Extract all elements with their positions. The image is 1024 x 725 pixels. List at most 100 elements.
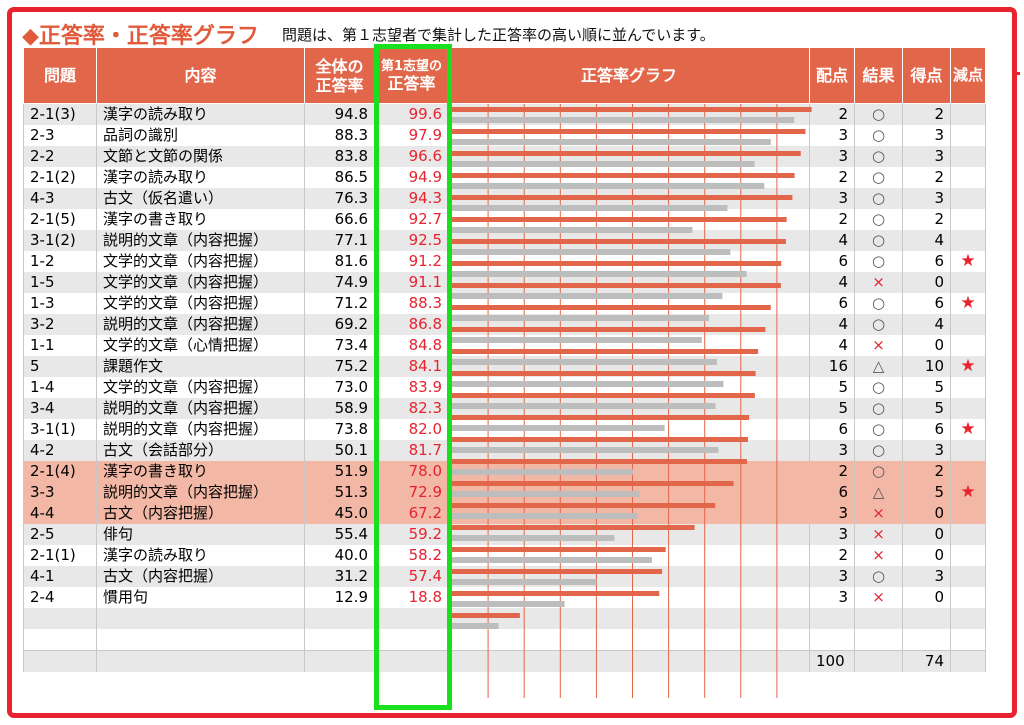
first-choice-rate: 91.1 [374, 272, 449, 293]
result-mark: ○ [854, 230, 903, 251]
deduction-star: ★ [950, 293, 986, 314]
bar-first-choice-rate [452, 525, 695, 530]
bar-all-rate [452, 403, 716, 409]
points: 4 [809, 230, 855, 251]
first-choice-rate: 78.0 [374, 461, 449, 482]
bar-first-choice-rate [452, 239, 786, 244]
all-rate: 71.2 [304, 293, 375, 314]
all-rate: 73.8 [304, 419, 375, 440]
deduction-star: ★ [950, 482, 986, 503]
question-code: 4-2 [23, 440, 97, 461]
deduction-star [950, 209, 986, 230]
deduction-star [950, 566, 986, 587]
question-content: 説明的文章（内容把握） [96, 482, 305, 503]
bar-first-choice-rate [452, 107, 812, 112]
all-rate: 50.1 [304, 440, 375, 461]
points: 3 [809, 503, 855, 524]
result-mark: × [854, 272, 903, 293]
all-rate: 86.5 [304, 167, 375, 188]
bar-first-choice-rate [452, 547, 666, 552]
deduction-star: ★ [950, 419, 986, 440]
points: 16 [809, 356, 855, 377]
all-rate: 51.9 [304, 461, 375, 482]
points: 5 [809, 398, 855, 419]
bar-all-rate [452, 535, 615, 541]
result-mark: ○ [854, 251, 903, 272]
deduction-star [950, 545, 986, 566]
points: 3 [809, 566, 855, 587]
bar-first-choice-rate [452, 481, 734, 486]
result-mark: ○ [854, 167, 903, 188]
all-rate: 31.2 [304, 566, 375, 587]
outer-frame [7, 7, 1017, 718]
first-choice-rate: 94.9 [374, 167, 449, 188]
result-mark: ○ [854, 314, 903, 335]
bar-first-choice-rate [452, 129, 806, 134]
bar-first-choice-rate [452, 459, 747, 464]
result-mark: ○ [854, 146, 903, 167]
answer-rate-table: 問題 内容 全体の 正答率 第1志望の 正答率 正答率グラフ 配点 結果 得点 減点… [23, 47, 986, 672]
result-mark: ○ [854, 293, 903, 314]
question-content: 慣用句 [96, 587, 305, 608]
bar-all-rate [452, 117, 795, 123]
question-content: 漢字の書き取り [96, 209, 305, 230]
bar-first-choice-rate [452, 349, 759, 354]
total-score: 74 [902, 650, 951, 672]
col-header-graph: 正答率グラフ [448, 47, 810, 104]
empty-row [23, 608, 986, 629]
deduction-star [950, 314, 986, 335]
question-content: 古文（会話部分） [96, 440, 305, 461]
result-mark: × [854, 503, 903, 524]
score: 2 [902, 461, 951, 482]
bar-first-choice-rate [452, 371, 756, 376]
result-mark: ○ [854, 461, 903, 482]
points: 4 [809, 272, 855, 293]
header: ◆正答率・正答率グラフ 問題は、第１志望者で集計した正答率の高い順に並んでいます… [22, 18, 715, 49]
question-code: 2-1(4) [23, 461, 97, 482]
points: 3 [809, 440, 855, 461]
table-row: 4-3 古文（仮名遣い） 76.3 94.3 3 ○ 3 [23, 188, 986, 209]
total-points: 100 [809, 650, 855, 672]
question-code: 4-4 [23, 503, 97, 524]
first-choice-rate: 94.3 [374, 188, 449, 209]
page-subtitle: 問題は、第１志望者で集計した正答率の高い順に並んでいます。 [282, 25, 715, 44]
result-mark: △ [854, 356, 903, 377]
score: 3 [902, 188, 951, 209]
table-row: 2-1(5) 漢字の書き取り 66.6 92.7 2 ○ 2 [23, 209, 986, 230]
all-rate: 76.3 [304, 188, 375, 209]
points: 4 [809, 314, 855, 335]
first-choice-highlight-box [374, 44, 452, 710]
question-code: 2-1(2) [23, 167, 97, 188]
question-code: 2-1(3) [23, 103, 97, 125]
bar-first-choice-rate [452, 327, 766, 332]
table-row: 3-1(1) 説明的文章（内容把握） 73.8 82.0 6 ○ 6 ★ [23, 419, 986, 440]
table-row: 3-1(2) 説明的文章（内容把握） 77.1 92.5 4 ○ 4 [23, 230, 986, 251]
col-header-score: 得点 [902, 47, 951, 104]
points: 2 [809, 461, 855, 482]
result-mark: × [854, 545, 903, 566]
question-content: 課題作文 [96, 356, 305, 377]
question-content: 文学的文章（内容把握） [96, 377, 305, 398]
empty-row [23, 629, 986, 651]
question-content: 漢字の書き取り [96, 461, 305, 482]
deduction-star [950, 398, 986, 419]
question-code: 1-4 [23, 377, 97, 398]
bar-all-rate [452, 139, 771, 145]
col-header-deduction: 減点 [950, 47, 986, 104]
col-header-question: 問題 [23, 47, 97, 104]
question-code: 2-1(1) [23, 545, 97, 566]
question-content: 漢字の読み取り [96, 103, 305, 125]
result-mark: ○ [854, 398, 903, 419]
bar-all-rate [452, 513, 638, 519]
question-content: 文学的文章（心情把握） [96, 335, 305, 356]
first-choice-rate: 59.2 [374, 524, 449, 545]
score: 4 [902, 230, 951, 251]
question-code: 1-3 [23, 293, 97, 314]
question-code: 2-5 [23, 524, 97, 545]
bar-all-rate [452, 469, 633, 475]
bar-first-choice-rate [452, 217, 787, 222]
bar-first-choice-rate [452, 613, 520, 618]
result-mark: × [854, 524, 903, 545]
question-code: 2-3 [23, 125, 97, 146]
all-rate: 75.2 [304, 356, 375, 377]
